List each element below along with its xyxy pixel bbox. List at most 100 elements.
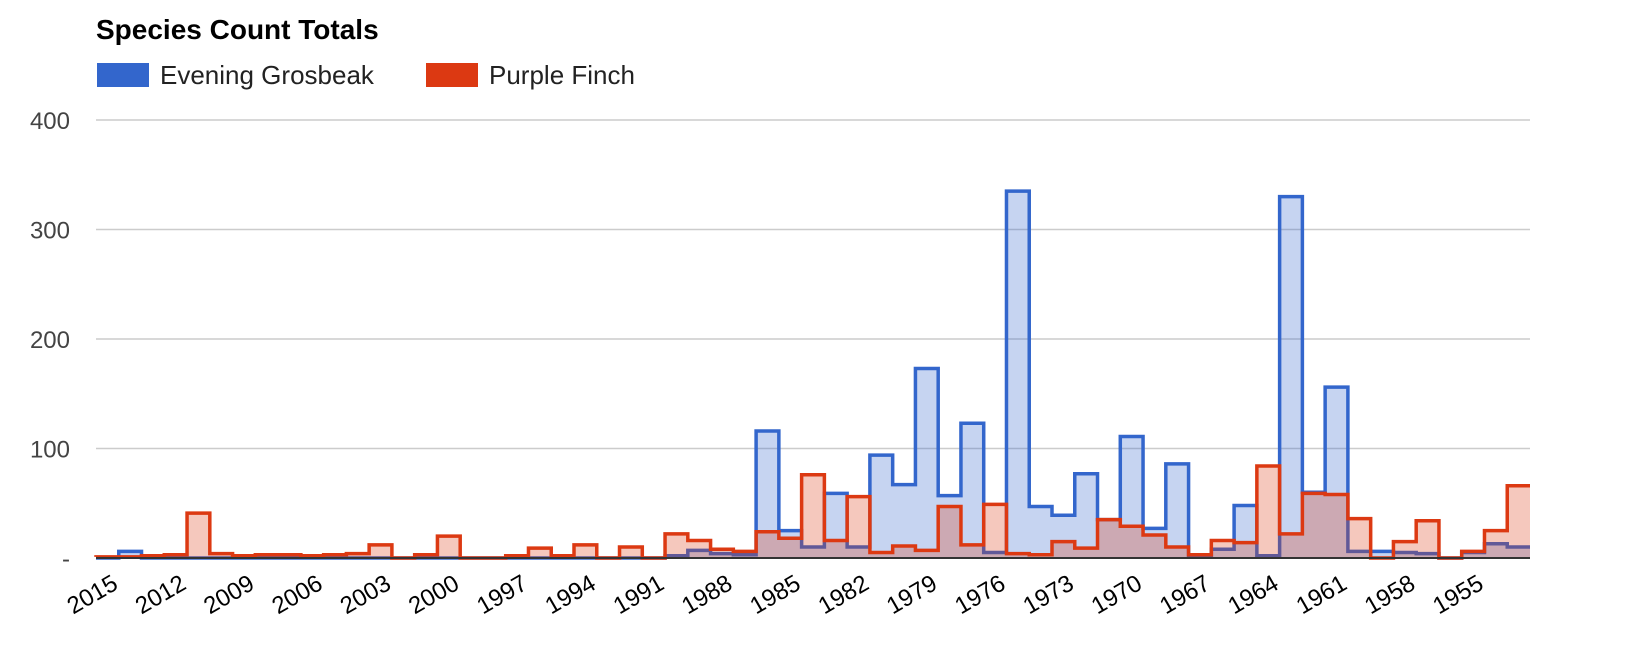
- gridlines: [96, 119, 1530, 450]
- x-tick-label: 1958: [1360, 570, 1420, 620]
- data-point-purple-finch-1992[interactable]: [620, 544, 643, 550]
- data-point-purple-finch-1961[interactable]: [1325, 491, 1348, 497]
- data-point-evening-grosbeak-1973[interactable]: [1052, 512, 1075, 518]
- series-purple-finch: [94, 463, 1530, 560]
- legend-label-purple-finch: Purple Finch: [489, 60, 635, 90]
- data-point-evening-grosbeak-1980[interactable]: [893, 482, 916, 488]
- data-point-purple-finch-1965[interactable]: [1234, 540, 1257, 546]
- legend-item-purple-finch[interactable]: Purple Finch: [426, 60, 635, 90]
- data-point-evening-grosbeak-1983[interactable]: [824, 490, 847, 496]
- data-point-purple-finch-1978[interactable]: [938, 504, 961, 510]
- x-tick-label: 2015: [63, 570, 123, 620]
- data-point-purple-finch-1983[interactable]: [824, 537, 847, 543]
- data-point-purple-finch-1972[interactable]: [1075, 545, 1098, 551]
- data-point-evening-grosbeak-1959[interactable]: [1371, 548, 1394, 554]
- data-point-purple-finch-2012[interactable]: [164, 552, 187, 558]
- data-point-evening-grosbeak-2014[interactable]: [119, 548, 142, 554]
- data-point-purple-finch-1974[interactable]: [1029, 552, 1052, 558]
- data-point-purple-finch-1980[interactable]: [893, 543, 916, 549]
- legend-swatch-evening-grosbeak: [97, 63, 149, 87]
- data-point-evening-grosbeak-1965[interactable]: [1234, 502, 1257, 508]
- data-point-purple-finch-2000[interactable]: [437, 533, 460, 539]
- data-point-purple-finch-1977[interactable]: [961, 542, 984, 548]
- data-point-evening-grosbeak-1972[interactable]: [1075, 471, 1098, 477]
- data-point-purple-finch-1963[interactable]: [1280, 531, 1303, 537]
- y-tick-label: 100: [30, 437, 70, 464]
- data-point-purple-finch-1960[interactable]: [1348, 516, 1371, 522]
- data-point-purple-finch-1964[interactable]: [1257, 463, 1280, 469]
- data-point-evening-grosbeak-1986[interactable]: [756, 428, 779, 434]
- data-point-evening-grosbeak-1961[interactable]: [1325, 384, 1348, 390]
- chart-title: Species Count Totals: [96, 14, 379, 45]
- legend-item-evening-grosbeak[interactable]: Evening Grosbeak: [97, 60, 375, 90]
- data-point-purple-finch-1953[interactable]: [1507, 483, 1530, 489]
- data-point-evening-grosbeak-1981[interactable]: [870, 452, 893, 458]
- x-tick-label: 1967: [1155, 570, 1215, 620]
- data-point-purple-finch-2003[interactable]: [369, 542, 392, 548]
- data-point-evening-grosbeak-1968[interactable]: [1166, 461, 1189, 467]
- data-point-purple-finch-2004[interactable]: [346, 551, 369, 557]
- data-point-purple-finch-1981[interactable]: [870, 550, 893, 556]
- y-tick-label: 400: [30, 108, 70, 135]
- plot-series: [94, 188, 1530, 560]
- data-point-evening-grosbeak-1985[interactable]: [779, 528, 802, 534]
- data-point-purple-finch-1955[interactable]: [1462, 548, 1485, 554]
- x-tick-label: 1961: [1292, 570, 1352, 620]
- x-tick-label: 1976: [950, 570, 1010, 620]
- data-point-purple-finch-1962[interactable]: [1302, 490, 1325, 496]
- data-point-purple-finch-1973[interactable]: [1052, 539, 1075, 545]
- x-tick-label: 2006: [268, 570, 328, 620]
- data-point-purple-finch-1984[interactable]: [802, 472, 825, 478]
- data-point-purple-finch-1989[interactable]: [688, 537, 711, 543]
- data-point-purple-finch-1982[interactable]: [847, 494, 870, 500]
- x-tick-label: 1994: [541, 570, 601, 620]
- y-axis-ticks: - 100 200 300 400: [30, 108, 70, 573]
- x-tick-label: 1973: [1019, 570, 1079, 620]
- legend: Evening Grosbeak Purple Finch: [97, 60, 635, 90]
- area-fill-evening-grosbeak: [96, 191, 1530, 558]
- data-point-purple-finch-2011[interactable]: [187, 510, 210, 516]
- data-point-purple-finch-1967[interactable]: [1189, 552, 1212, 558]
- data-point-purple-finch-1979[interactable]: [915, 547, 938, 553]
- data-point-purple-finch-1958[interactable]: [1393, 539, 1416, 545]
- data-point-purple-finch-1966[interactable]: [1211, 537, 1234, 543]
- data-point-purple-finch-1985[interactable]: [779, 535, 802, 541]
- data-point-purple-finch-1990[interactable]: [665, 531, 688, 537]
- data-point-purple-finch-2001[interactable]: [415, 552, 438, 558]
- data-point-purple-finch-1994[interactable]: [574, 542, 597, 548]
- data-point-purple-finch-1957[interactable]: [1416, 518, 1439, 524]
- data-point-evening-grosbeak-1970[interactable]: [1120, 433, 1143, 439]
- data-point-purple-finch-1988[interactable]: [711, 546, 734, 552]
- x-tick-label: 2012: [131, 570, 191, 620]
- x-tick-label: 1988: [677, 570, 737, 620]
- data-point-evening-grosbeak-1977[interactable]: [961, 420, 984, 426]
- data-point-evening-grosbeak-1963[interactable]: [1280, 194, 1303, 200]
- x-tick-label: 1979: [882, 570, 942, 620]
- data-point-purple-finch-1969[interactable]: [1143, 532, 1166, 538]
- x-tick-label: 2000: [404, 570, 464, 620]
- data-point-evening-grosbeak-1978[interactable]: [938, 493, 961, 499]
- x-tick-label: 1991: [609, 570, 669, 620]
- data-point-purple-finch-1971[interactable]: [1098, 517, 1121, 523]
- data-point-purple-finch-1954[interactable]: [1484, 528, 1507, 534]
- data-point-purple-finch-2008[interactable]: [255, 552, 278, 558]
- data-point-purple-finch-1986[interactable]: [756, 529, 779, 535]
- legend-swatch-purple-finch: [426, 63, 478, 87]
- data-point-purple-finch-1968[interactable]: [1166, 544, 1189, 550]
- data-point-purple-finch-1987[interactable]: [733, 548, 756, 554]
- data-point-evening-grosbeak-1979[interactable]: [915, 366, 938, 372]
- x-axis-ticks: 2015 2012 2009 2006 2003 2000 1997 1994 1991 1988…: [63, 570, 1488, 620]
- y-tick-label: 200: [30, 327, 70, 354]
- data-point-evening-grosbeak-1975[interactable]: [1006, 188, 1029, 194]
- data-point-evening-grosbeak-1974[interactable]: [1029, 504, 1052, 510]
- data-point-purple-finch-1996[interactable]: [528, 545, 551, 551]
- data-point-purple-finch-1970[interactable]: [1120, 523, 1143, 529]
- x-tick-label: 1985: [746, 570, 806, 620]
- data-point-purple-finch-2007[interactable]: [278, 552, 301, 558]
- data-point-purple-finch-1975[interactable]: [1006, 551, 1029, 557]
- data-point-purple-finch-1976[interactable]: [984, 501, 1007, 507]
- data-point-purple-finch-2010[interactable]: [210, 551, 233, 557]
- data-point-evening-grosbeak-1969[interactable]: [1143, 525, 1166, 531]
- data-point-purple-finch-2005[interactable]: [324, 552, 347, 558]
